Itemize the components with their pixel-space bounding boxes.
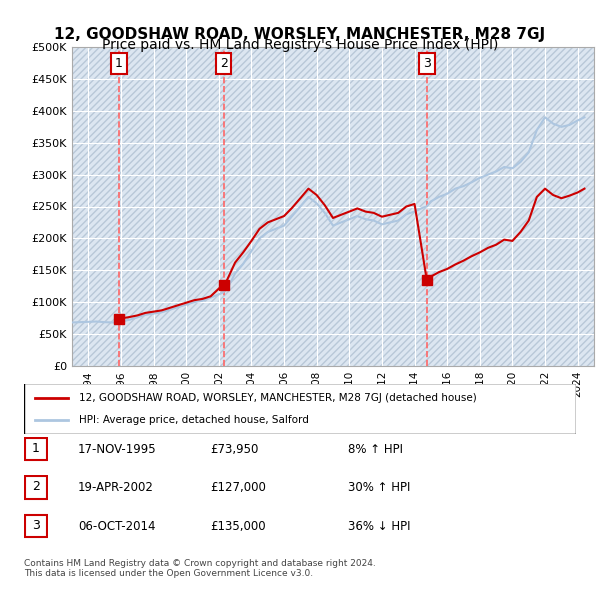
FancyBboxPatch shape — [25, 476, 47, 499]
Text: 1: 1 — [32, 442, 40, 455]
Text: 12, GOODSHAW ROAD, WORSLEY, MANCHESTER, M28 7GJ (detached house): 12, GOODSHAW ROAD, WORSLEY, MANCHESTER, … — [79, 392, 477, 402]
Text: Contains HM Land Registry data © Crown copyright and database right 2024.
This d: Contains HM Land Registry data © Crown c… — [24, 559, 376, 578]
Text: 2: 2 — [220, 57, 227, 70]
Text: £127,000: £127,000 — [210, 481, 266, 494]
Text: 06-OCT-2014: 06-OCT-2014 — [78, 520, 155, 533]
Text: 3: 3 — [32, 519, 40, 532]
Text: 12, GOODSHAW ROAD, WORSLEY, MANCHESTER, M28 7GJ: 12, GOODSHAW ROAD, WORSLEY, MANCHESTER, … — [55, 27, 545, 41]
Text: 1: 1 — [115, 57, 123, 70]
Text: £135,000: £135,000 — [210, 520, 266, 533]
FancyBboxPatch shape — [24, 384, 576, 434]
Text: HPI: Average price, detached house, Salford: HPI: Average price, detached house, Salf… — [79, 415, 309, 425]
Text: 30% ↑ HPI: 30% ↑ HPI — [348, 481, 410, 494]
Text: Price paid vs. HM Land Registry's House Price Index (HPI): Price paid vs. HM Land Registry's House … — [102, 38, 498, 53]
Text: 17-NOV-1995: 17-NOV-1995 — [78, 443, 157, 456]
Text: 3: 3 — [423, 57, 431, 70]
Text: 8% ↑ HPI: 8% ↑ HPI — [348, 443, 403, 456]
Text: 36% ↓ HPI: 36% ↓ HPI — [348, 520, 410, 533]
Text: 19-APR-2002: 19-APR-2002 — [78, 481, 154, 494]
Text: £73,950: £73,950 — [210, 443, 259, 456]
Text: 2: 2 — [32, 480, 40, 493]
FancyBboxPatch shape — [25, 514, 47, 537]
FancyBboxPatch shape — [25, 438, 47, 460]
